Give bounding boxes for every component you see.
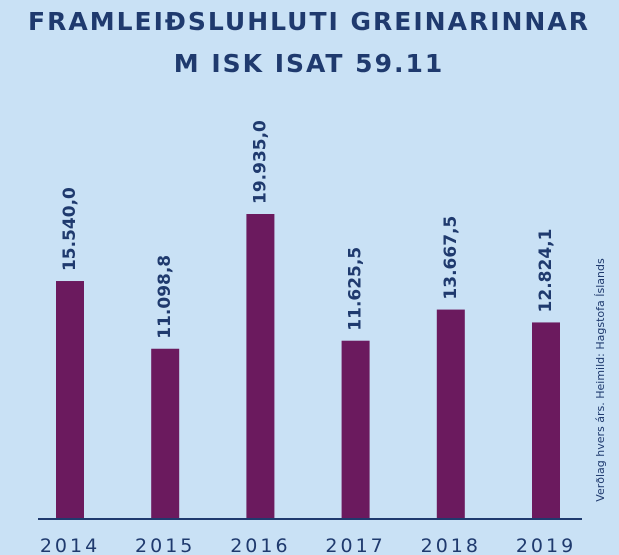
chart-subtitle: M ISK ISAT 59.11 [174, 49, 445, 78]
bar [341, 340, 370, 518]
x-tick-label: 2015 [135, 535, 195, 555]
value-label: 15.540,0 [60, 187, 80, 271]
value-label: 11.098,8 [155, 255, 175, 339]
bar [151, 348, 180, 518]
bar [56, 281, 84, 518]
chart-title: FRAMLEIÐSLUHLUTI GREINARINNAR [28, 7, 590, 36]
value-label: 11.625,5 [346, 247, 366, 331]
bar [436, 309, 465, 518]
bar [532, 322, 560, 518]
x-tick-label: 2019 [516, 535, 576, 555]
x-tick-label: 2018 [421, 535, 481, 555]
x-tick-label: 2017 [325, 535, 385, 555]
source-note: Verðlag hvers árs. Heimild: Hagstofa Ísl… [594, 258, 607, 502]
value-label: 13.667,5 [441, 216, 461, 300]
bar [246, 214, 275, 518]
value-label: 19.935,0 [250, 120, 270, 204]
x-tick-label: 2014 [40, 535, 100, 555]
value-label: 12.824,1 [536, 229, 556, 313]
x-tick-label: 2016 [230, 535, 290, 555]
